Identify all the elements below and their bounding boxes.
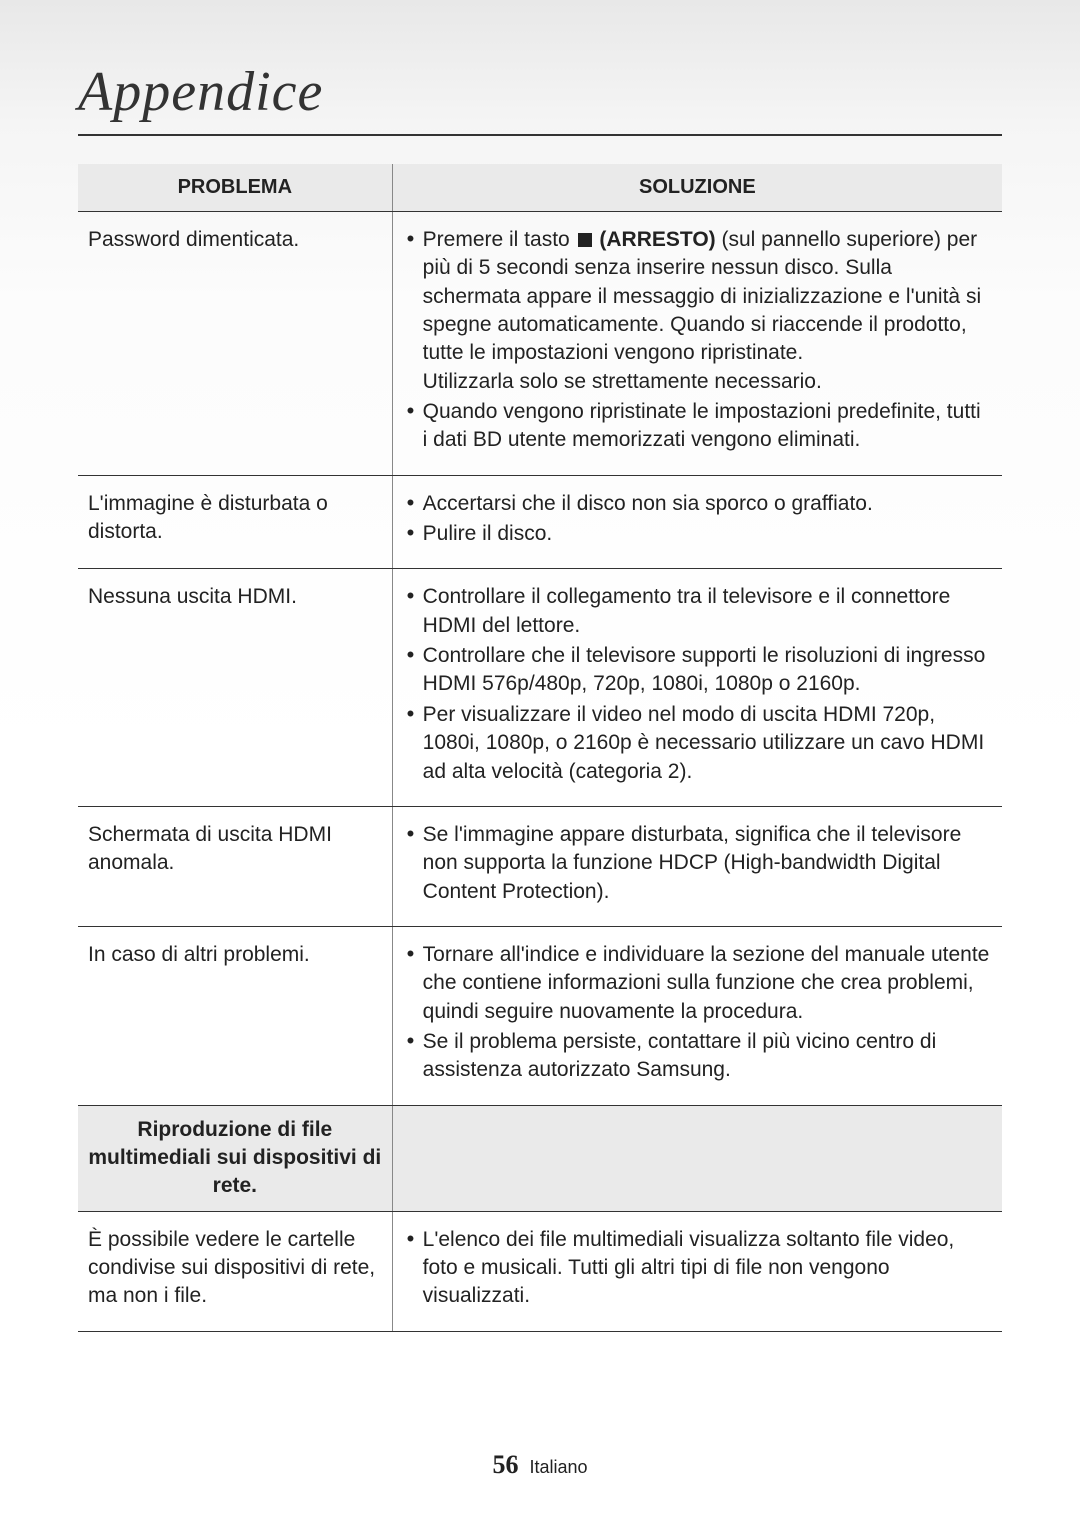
table-row: L'immagine è disturbata o distorta. Accer… [78, 475, 1002, 569]
table-row: È possibile vedere le cartelle condivise… [78, 1211, 1002, 1331]
col-problem: PROBLEMA [78, 164, 392, 212]
solution-item: Pulire il disco. [401, 520, 990, 548]
solution-item: Controllare che il televisore supporti l… [401, 642, 990, 699]
solution-cell: Controllare il collegamento tra il telev… [392, 569, 1002, 806]
solution-item: Accertarsi che il disco non sia sporco o… [401, 490, 990, 518]
table-row: In caso di altri problemi.Tornare all'in… [78, 926, 1002, 1105]
solution-item: Tornare all'indice e individuare la sezi… [401, 941, 990, 1026]
solution-item: Se l'immagine appare disturbata, signifi… [401, 821, 990, 906]
solution-item: Premere il tasto (ARRESTO) (sul pannello… [401, 226, 990, 396]
table-header-row: PROBLEMA SOLUZIONE [78, 164, 1002, 212]
solution-cell: Premere il tasto (ARRESTO) (sul pannello… [392, 212, 1002, 476]
table-row: Schermata di uscita HDMI anomala.Se l'im… [78, 806, 1002, 926]
stop-icon [578, 233, 592, 247]
problem-cell: Schermata di uscita HDMI anomala. [78, 806, 392, 926]
solution-item: Controllare il collegamento tra il telev… [401, 583, 990, 640]
solution-item: Quando vengono ripristinate le impostazi… [401, 398, 990, 455]
page-number: 56 [492, 1450, 518, 1479]
solution-list: Accertarsi che il disco non sia sporco o… [401, 490, 990, 549]
solution-item: L'elenco dei file multimediali visualizz… [401, 1226, 990, 1311]
page-title: Appendice [78, 60, 1002, 136]
solution-item: Se il problema persiste, contattare il p… [401, 1028, 990, 1085]
col-solution: SOLUZIONE [392, 164, 1002, 212]
problem-cell: È possibile vedere le cartelle condivise… [78, 1211, 392, 1331]
page-footer: 56 Italiano [0, 1450, 1080, 1480]
section-header-row: Riproduzione di file multimediali sui di… [78, 1105, 1002, 1211]
solution-list: Se l'immagine appare disturbata, signifi… [401, 821, 990, 906]
solution-cell: Tornare all'indice e individuare la sezi… [392, 926, 1002, 1105]
page-language: Italiano [529, 1457, 587, 1477]
problem-cell: Password dimenticata. [78, 212, 392, 476]
solution-cell: L'elenco dei file multimediali visualizz… [392, 1211, 1002, 1331]
problem-cell: L'immagine è disturbata o distorta. [78, 475, 392, 569]
solution-item: Per visualizzare il video nel modo di us… [401, 701, 990, 786]
section-label: Riproduzione di file multimediali sui di… [78, 1105, 392, 1211]
solution-list: Tornare all'indice e individuare la sezi… [401, 941, 990, 1085]
solution-cell: Accertarsi che il disco non sia sporco o… [392, 475, 1002, 569]
problem-cell: Nessuna uscita HDMI. [78, 569, 392, 806]
solution-list: Premere il tasto (ARRESTO) (sul pannello… [401, 226, 990, 455]
section-empty [392, 1105, 1002, 1211]
troubleshoot-table: PROBLEMA SOLUZIONE Password dimenticata.… [78, 164, 1002, 1332]
solution-cell: Se l'immagine appare disturbata, signifi… [392, 806, 1002, 926]
page-content: Appendice PROBLEMA SOLUZIONE Password di… [0, 0, 1080, 1372]
table-row: Password dimenticata.Premere il tasto (A… [78, 212, 1002, 476]
problem-cell: In caso di altri problemi. [78, 926, 392, 1105]
solution-list: L'elenco dei file multimediali visualizz… [401, 1226, 990, 1311]
table-row: Nessuna uscita HDMI.Controllare il colle… [78, 569, 1002, 806]
solution-list: Controllare il collegamento tra il telev… [401, 583, 990, 785]
